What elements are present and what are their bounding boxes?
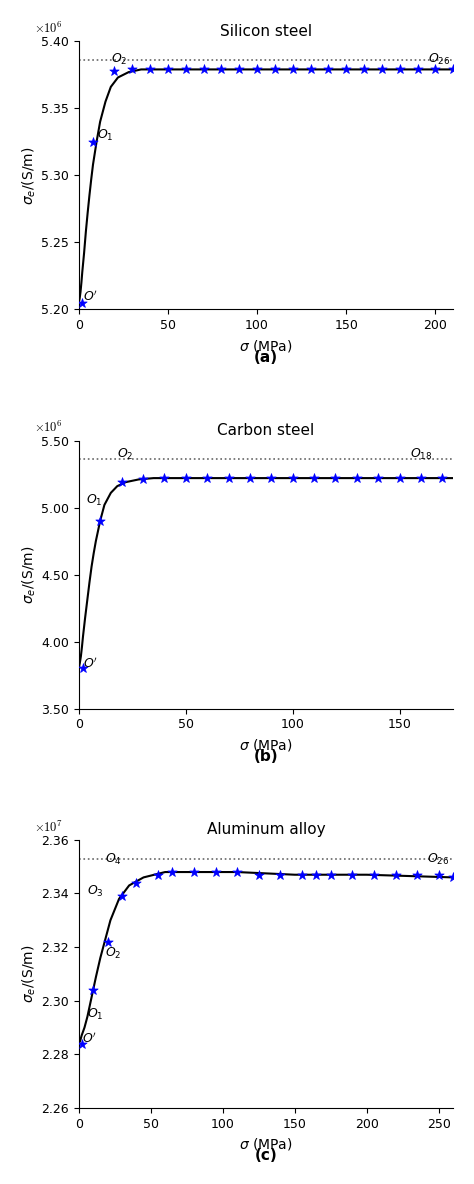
- X-axis label: $\sigma$ (MPa): $\sigma$ (MPa): [239, 337, 293, 354]
- Point: [276, 866, 284, 884]
- Point: [96, 511, 104, 530]
- Point: [133, 874, 140, 893]
- Text: $O_{26}$: $O_{26}$: [427, 851, 450, 867]
- Point: [233, 863, 241, 882]
- Title: Carbon steel: Carbon steel: [217, 423, 315, 438]
- Point: [327, 866, 335, 884]
- Point: [169, 863, 176, 882]
- Point: [325, 60, 332, 79]
- Y-axis label: $\sigma_e$/(S/m): $\sigma_e$/(S/m): [21, 945, 38, 1003]
- Point: [182, 469, 190, 488]
- Point: [255, 866, 263, 884]
- Point: [253, 60, 261, 79]
- Text: $O_1$: $O_1$: [97, 128, 113, 143]
- Text: $\times 10^6$: $\times 10^6$: [34, 420, 63, 436]
- Point: [190, 863, 198, 882]
- Text: $O'$: $O'$: [83, 657, 98, 671]
- Point: [110, 62, 118, 81]
- Point: [417, 469, 425, 488]
- Point: [413, 866, 421, 884]
- Point: [348, 866, 356, 884]
- Text: $O_2$: $O_2$: [105, 945, 121, 960]
- Text: $O_{18}$: $O_{18}$: [410, 446, 433, 462]
- Y-axis label: $\sigma_e$/(S/m): $\sigma_e$/(S/m): [21, 546, 38, 604]
- Text: $O_2$: $O_2$: [117, 446, 134, 462]
- Point: [449, 60, 457, 79]
- Point: [332, 469, 339, 488]
- Text: (c): (c): [255, 1148, 277, 1163]
- Y-axis label: $\sigma_e$/(S/m): $\sigma_e$/(S/m): [21, 146, 38, 205]
- Title: Aluminum alloy: Aluminum alloy: [207, 823, 325, 837]
- Point: [353, 469, 361, 488]
- Point: [218, 60, 225, 79]
- X-axis label: $\sigma$ (MPa): $\sigma$ (MPa): [239, 1137, 293, 1152]
- Text: $O_3$: $O_3$: [87, 883, 103, 899]
- Point: [298, 866, 306, 884]
- Point: [289, 469, 297, 488]
- Point: [146, 60, 154, 79]
- Point: [312, 866, 320, 884]
- Point: [267, 469, 275, 488]
- Text: $O_1$: $O_1$: [87, 1008, 103, 1022]
- Point: [104, 932, 111, 951]
- Point: [374, 469, 382, 488]
- Point: [236, 60, 243, 79]
- Point: [118, 472, 125, 491]
- Text: $O_4$: $O_4$: [105, 851, 121, 867]
- Text: $\times 10^6$: $\times 10^6$: [34, 21, 63, 36]
- Point: [246, 469, 254, 488]
- Text: $O_2$: $O_2$: [111, 52, 128, 66]
- Point: [139, 470, 147, 489]
- Point: [414, 60, 421, 79]
- Point: [164, 60, 172, 79]
- Point: [161, 469, 168, 488]
- Text: $O_1$: $O_1$: [86, 493, 103, 508]
- Point: [307, 60, 314, 79]
- Point: [212, 863, 219, 882]
- Point: [342, 60, 350, 79]
- Text: $\times 10^7$: $\times 10^7$: [34, 819, 63, 835]
- Point: [225, 469, 232, 488]
- Text: (a): (a): [254, 349, 278, 365]
- Text: (b): (b): [254, 748, 278, 764]
- Point: [182, 60, 190, 79]
- Point: [203, 469, 211, 488]
- Point: [370, 866, 378, 884]
- Text: $O'$: $O'$: [82, 1031, 97, 1047]
- X-axis label: $\sigma$ (MPa): $\sigma$ (MPa): [239, 736, 293, 753]
- Point: [392, 866, 400, 884]
- Point: [78, 1034, 85, 1053]
- Point: [128, 60, 136, 79]
- Point: [79, 294, 86, 313]
- Text: $O_{26}$: $O_{26}$: [428, 52, 451, 66]
- Point: [310, 469, 318, 488]
- Point: [438, 469, 446, 488]
- Point: [89, 133, 97, 152]
- Point: [396, 60, 403, 79]
- Point: [200, 60, 207, 79]
- Point: [435, 866, 443, 884]
- Point: [396, 469, 403, 488]
- Point: [154, 866, 162, 884]
- Point: [431, 60, 439, 79]
- Point: [289, 60, 297, 79]
- Text: $O'$: $O'$: [83, 290, 98, 304]
- Point: [118, 887, 126, 906]
- Point: [378, 60, 386, 79]
- Point: [79, 659, 87, 678]
- Point: [89, 980, 97, 999]
- Point: [271, 60, 279, 79]
- Point: [449, 868, 457, 887]
- Title: Silicon steel: Silicon steel: [220, 24, 312, 39]
- Point: [360, 60, 368, 79]
